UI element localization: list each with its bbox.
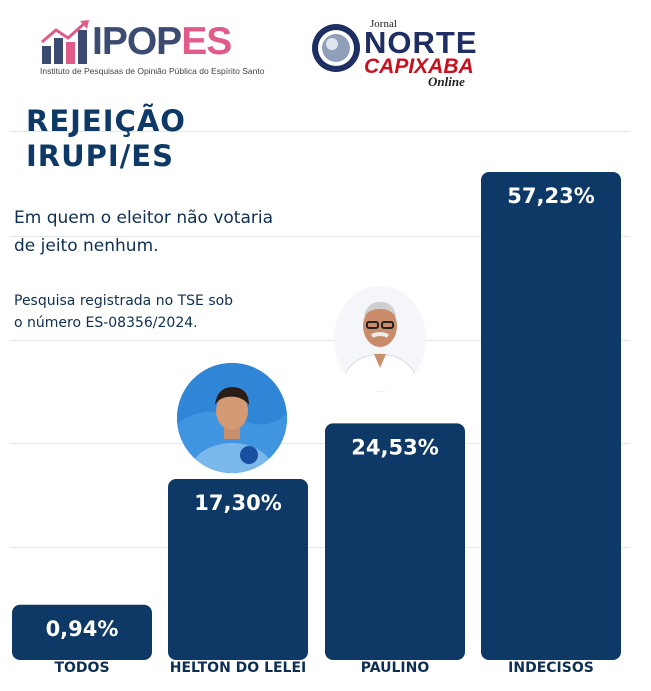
bar-1 <box>168 478 308 660</box>
gridline <box>10 443 630 444</box>
category-label: INDECISOS <box>508 660 594 676</box>
ipopes-wordmark: IPOPES <box>92 20 232 63</box>
gridline <box>10 131 630 132</box>
category-label: PAULINO <box>361 660 430 676</box>
ipopes-chart-icon <box>41 20 89 64</box>
chart-title-line2: IRUPI/ES <box>26 139 175 173</box>
subtitle-line2: de jeito nenhum. <box>14 236 159 256</box>
person-icon <box>334 286 426 392</box>
bar-value-label: 57,23% <box>507 184 594 208</box>
bar-0 <box>12 604 152 660</box>
candidate-photo-helton <box>177 363 287 473</box>
bar-value-label: 24,53% <box>351 435 438 459</box>
note-line2: o número ES-08356/2024. <box>14 315 198 331</box>
category-label: HELTON DO LELEI <box>170 660 307 676</box>
ipopes-subtitle: Instituto de Pesquisas de Opinião Públic… <box>40 66 265 76</box>
person-icon <box>177 363 287 473</box>
registration-note: Pesquisa registrada no TSE sob o número … <box>14 290 314 334</box>
jornal-online-word: Online <box>428 74 465 89</box>
bar-2 <box>325 423 465 660</box>
chart-title: REJEIÇÃO IRUPI/ES <box>26 104 186 174</box>
candidate-photo-paulino <box>334 286 426 392</box>
jornal-capixaba-word: CAPIXABA <box>364 55 474 78</box>
gridline <box>10 236 630 237</box>
bar-value-label: 17,30% <box>194 491 281 515</box>
jornal-norte-capixaba-logo: Jornal NORTE CAPIXABA Online <box>310 16 480 89</box>
subtitle-line1: Em quem o eleitor não votaria <box>14 208 273 228</box>
jornal-norte-word: NORTE <box>364 25 478 60</box>
chart-subtitle: Em quem o eleitor não votaria de jeito n… <box>14 204 344 260</box>
gridline <box>10 547 630 548</box>
ipopes-logo: IPOPES Instituto de Pesquisas de Opinião… <box>40 18 264 76</box>
gridline <box>10 340 630 341</box>
note-line1: Pesquisa registrada no TSE sob <box>14 293 234 309</box>
bar-value-label: 0,94% <box>46 617 119 641</box>
jornal-label: Jornal <box>370 18 397 30</box>
chart-title-line1: REJEIÇÃO <box>26 104 186 138</box>
category-label: TODOS <box>54 660 109 676</box>
globe-icon <box>312 24 360 72</box>
bar-3 <box>481 172 621 660</box>
